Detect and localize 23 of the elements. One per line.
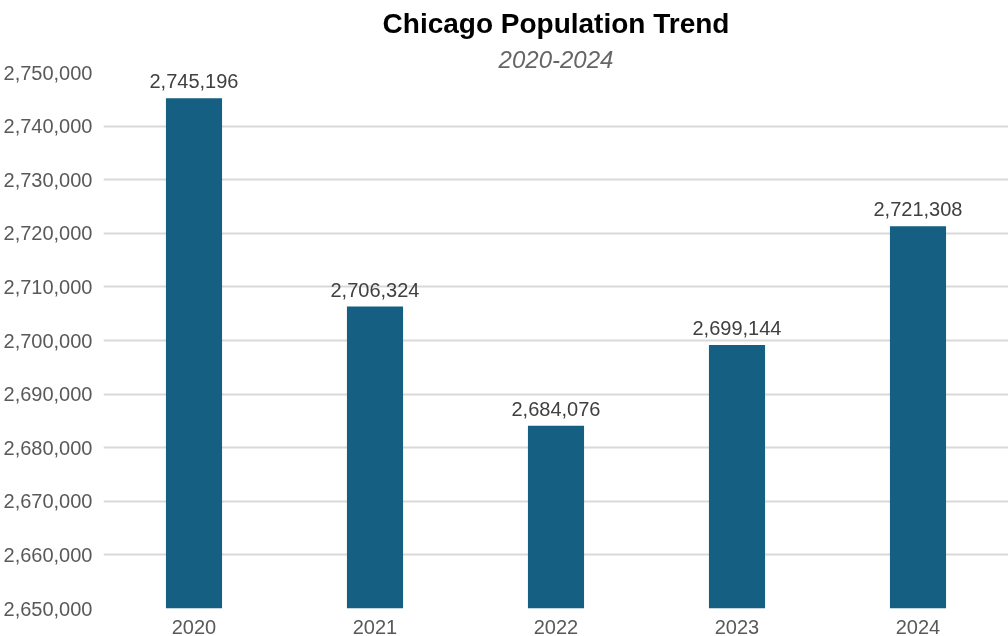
y-tick-label: 2,710,000 (3, 275, 93, 298)
y-tick-label: 2,740,000 (3, 115, 93, 138)
x-tick-label: 2020 (171, 615, 217, 636)
y-tick-label: 2,670,000 (3, 490, 93, 513)
y-tick-label: 2,700,000 (3, 329, 93, 352)
y-tick-label: 2,690,000 (3, 383, 93, 406)
data-label: 2,684,076 (511, 397, 601, 420)
chart-subtitle: 2020-2024 (497, 45, 614, 73)
y-tick-label: 2,750,000 (3, 61, 93, 84)
y-tick-label: 2,720,000 (3, 222, 93, 245)
data-label: 2,745,196 (149, 70, 239, 93)
chart-title: Chicago Population Trend (382, 7, 730, 39)
y-tick-label: 2,730,000 (3, 168, 93, 191)
x-tick-label: 2024 (895, 615, 941, 636)
x-tick-label: 2021 (352, 615, 398, 636)
x-tick-label: 2023 (714, 615, 760, 636)
y-tick-label: 2,680,000 (3, 436, 93, 459)
x-tick-label: 2022 (533, 615, 579, 636)
data-label: 2,721,308 (873, 198, 963, 221)
data-label: 2,699,144 (692, 317, 782, 340)
y-tick-label: 2,660,000 (3, 543, 93, 566)
y-tick-label: 2,650,000 (3, 597, 93, 620)
data-label: 2,706,324 (330, 278, 420, 301)
